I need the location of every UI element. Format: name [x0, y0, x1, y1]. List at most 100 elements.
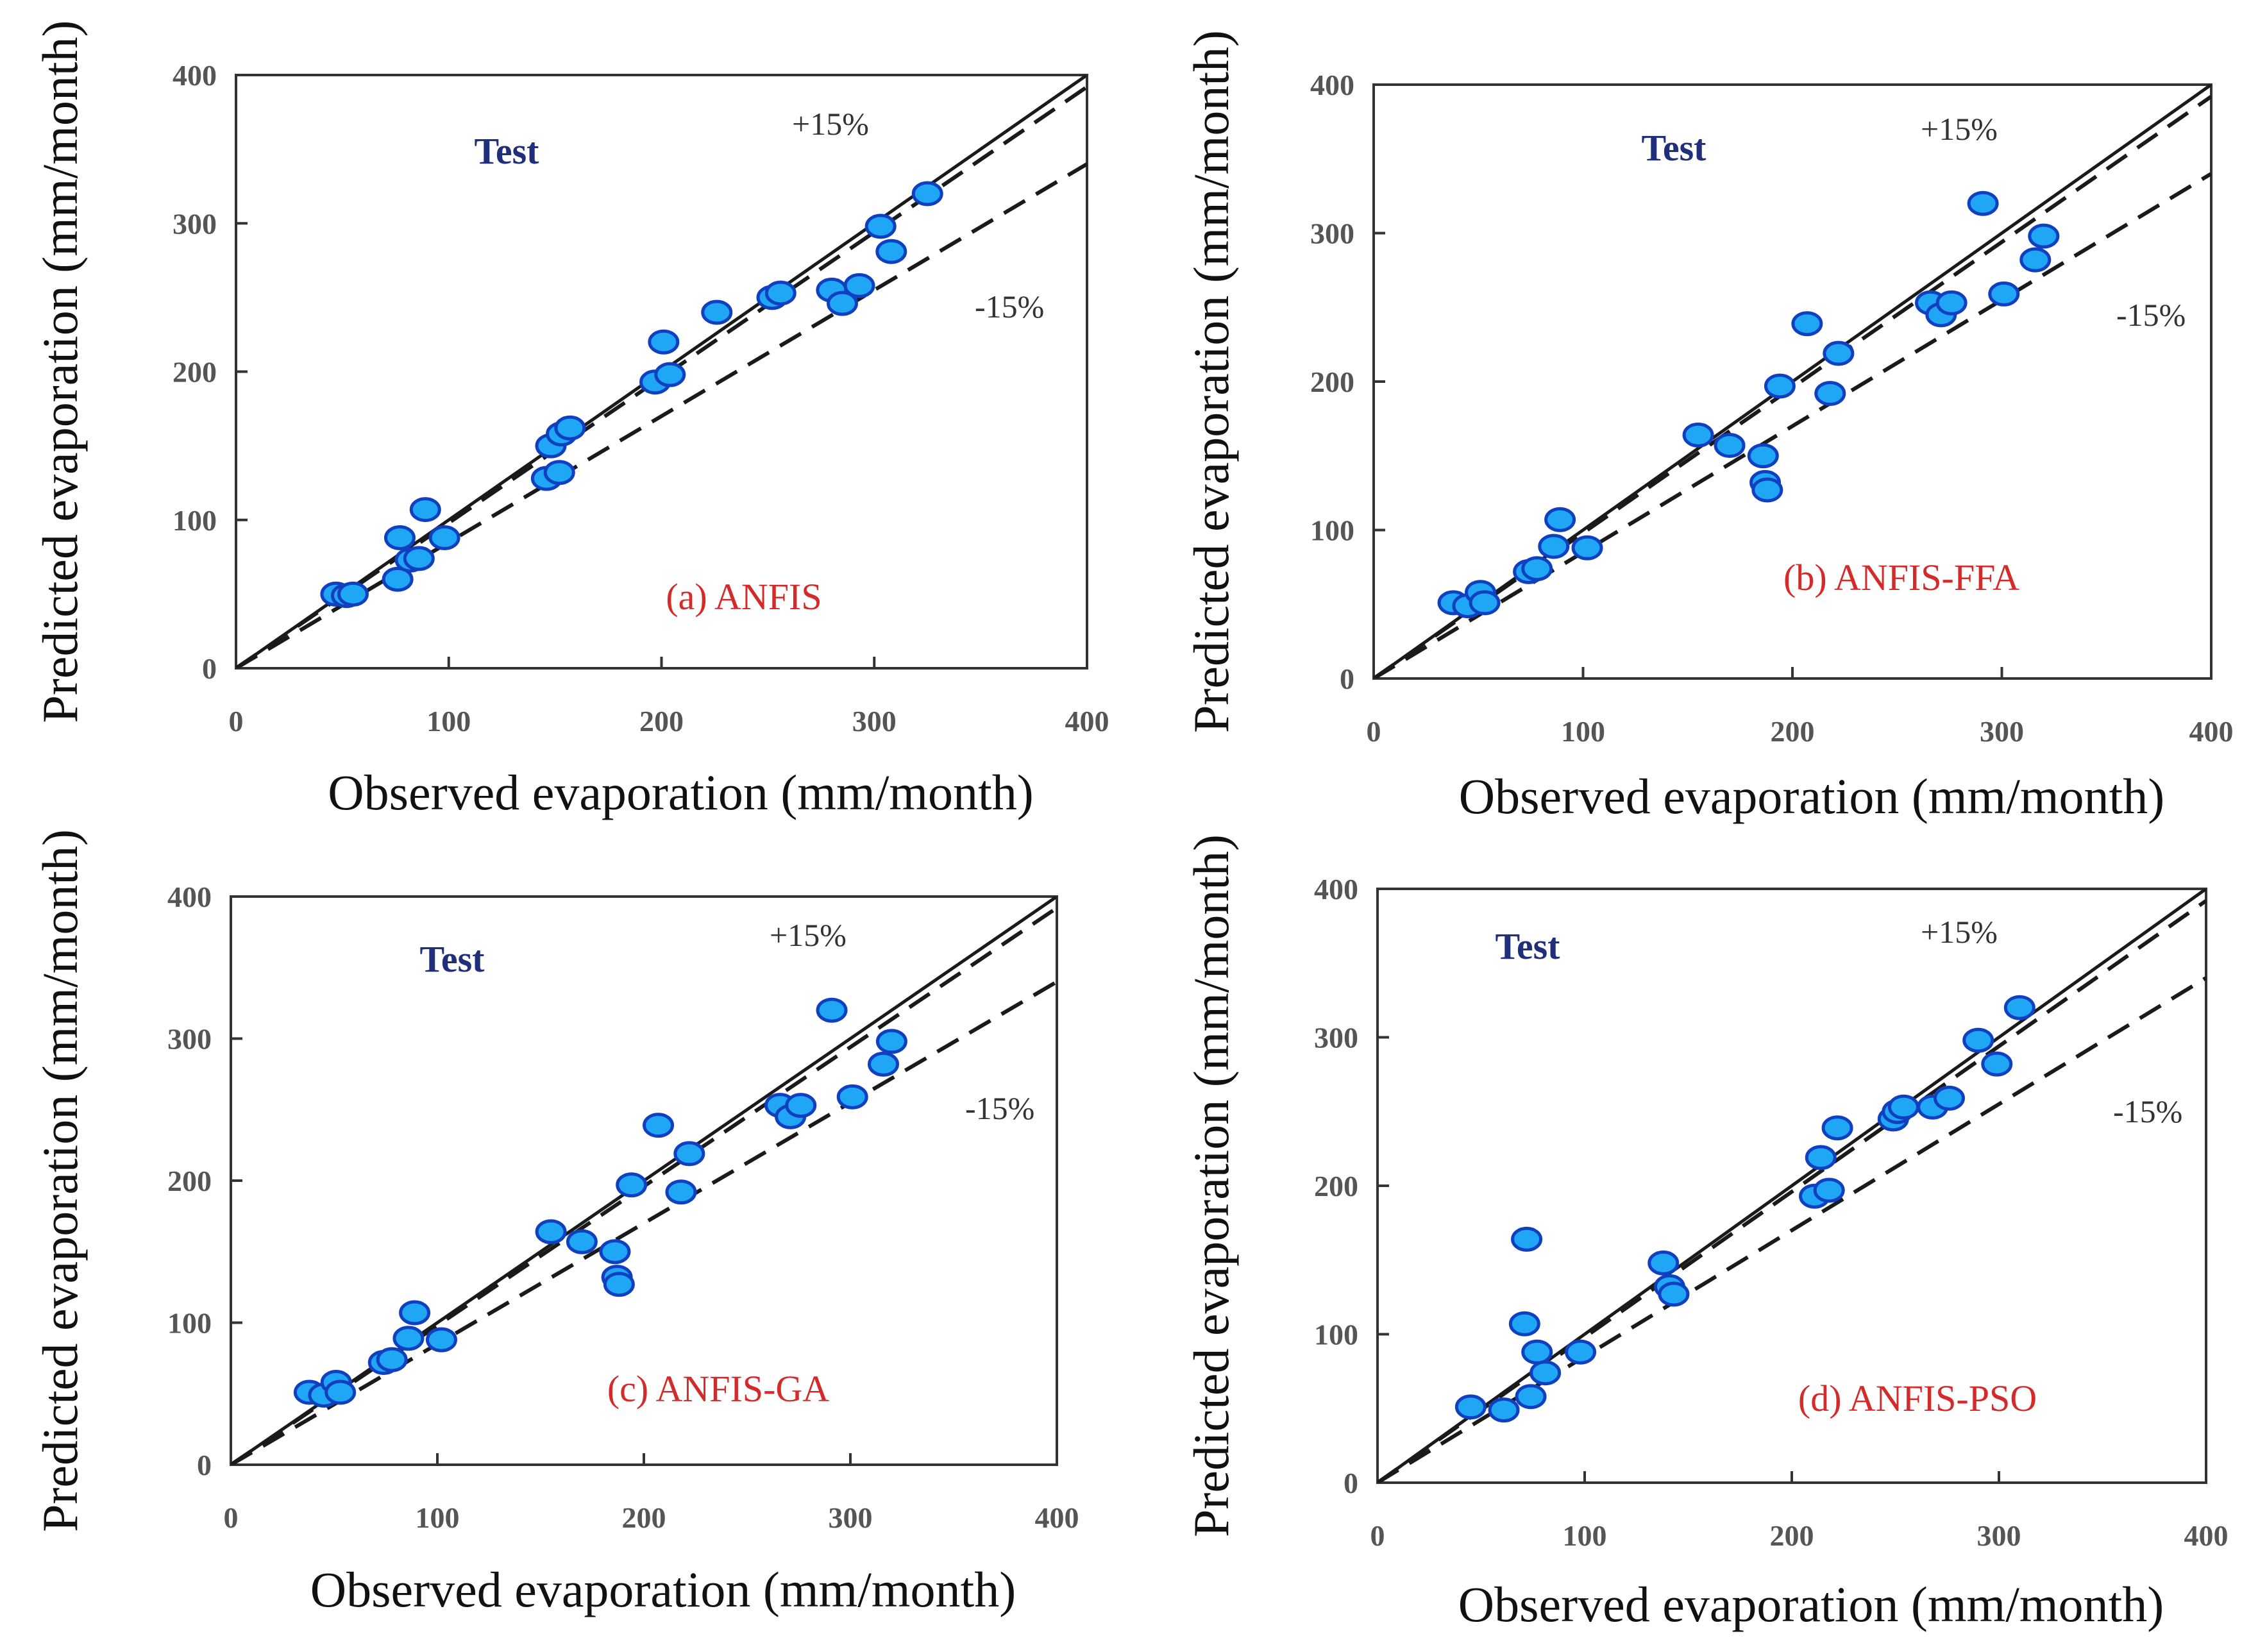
- plus-15-label: +15%: [770, 917, 847, 953]
- y-tick-label: 0: [202, 652, 217, 685]
- data-point: [1648, 1250, 1680, 1276]
- data-point: [428, 525, 460, 550]
- y-tick-label: 100: [167, 1307, 212, 1340]
- data-point: [616, 1172, 648, 1198]
- band-line: [236, 162, 1087, 668]
- data-point: [543, 460, 575, 485]
- data-point: [1454, 1394, 1487, 1420]
- data-points: [1454, 995, 2035, 1423]
- plus-15-label: +15%: [792, 106, 869, 142]
- data-point: [599, 1239, 631, 1265]
- data-point: [376, 1347, 408, 1372]
- x-tick-label: 300: [829, 1501, 873, 1534]
- data-point: [1508, 1311, 1540, 1336]
- data-point: [603, 1272, 635, 1297]
- y-tick-label: 300: [167, 1023, 212, 1056]
- x-tick-label: 0: [1370, 1519, 1385, 1552]
- data-point: [425, 1327, 457, 1353]
- data-point: [1544, 507, 1576, 532]
- model-label: (a) ANFIS: [666, 576, 822, 618]
- minus-15-label: -15%: [2116, 297, 2186, 333]
- x-tick-label: 100: [426, 705, 471, 738]
- data-point: [1658, 1281, 1690, 1307]
- x-tick-label: 0: [229, 705, 244, 738]
- x-tick-label: 0: [1367, 715, 1381, 748]
- y-tick-label: 100: [173, 504, 217, 537]
- data-point: [1682, 422, 1714, 448]
- data-point: [324, 1379, 357, 1405]
- x-tick-label: 400: [1065, 705, 1109, 738]
- y-tick-label: 200: [173, 356, 217, 389]
- data-point: [1511, 1226, 1543, 1252]
- data-point: [2028, 223, 2060, 249]
- x-tick-label: 300: [1977, 1519, 2021, 1552]
- y-tick-label: 100: [1310, 514, 1354, 547]
- x-axis-label: Observed evaporation (mm/month): [1459, 768, 2164, 824]
- x-tick-label: 200: [639, 705, 684, 738]
- panel-anfis-ffa: 0 100 200 300 400 0 100 200 300 400 +15% -15% Test (b…: [1183, 30, 2234, 824]
- y-tick-label: 0: [1340, 662, 1354, 695]
- data-point: [816, 997, 848, 1023]
- data-point: [1515, 1384, 1547, 1410]
- y-tick-label: 0: [197, 1449, 212, 1481]
- data-point: [1935, 290, 1968, 316]
- data-point: [409, 497, 441, 523]
- x-tick-label: 300: [852, 705, 897, 738]
- data-point: [1521, 556, 1553, 582]
- data-point: [383, 525, 416, 550]
- data-point: [1813, 1177, 1845, 1203]
- y-axis-label: Predicted evaporation (mm/month): [1183, 834, 1239, 1537]
- data-point: [826, 291, 858, 316]
- x-tick-label: 400: [1035, 1501, 1079, 1534]
- x-axis-label: Observed evaporation (mm/month): [1458, 1576, 2164, 1632]
- data-point: [1565, 1339, 1597, 1365]
- data-point: [1967, 190, 1999, 216]
- data-point: [1538, 534, 1570, 559]
- x-tick-label: 100: [1561, 715, 1605, 748]
- y-axis-label: Predicted evaporation (mm/month): [32, 20, 88, 723]
- data-point: [1747, 443, 1779, 469]
- data-point: [1988, 281, 2020, 307]
- data-point: [875, 1029, 907, 1054]
- data-point: [1751, 477, 1783, 503]
- x-tick-label: 400: [2184, 1519, 2229, 1552]
- data-point: [701, 299, 733, 325]
- model-label: (b) ANFIS-FFA: [1783, 557, 2019, 598]
- y-tick-label: 200: [1310, 366, 1354, 398]
- data-point: [764, 280, 796, 306]
- x-tick-label: 200: [622, 1501, 666, 1534]
- model-label: (c) ANFIS-GA: [607, 1368, 829, 1410]
- y-tick-label: 0: [1344, 1467, 1358, 1499]
- band-line: [1378, 899, 2206, 1483]
- data-point: [1887, 1094, 1919, 1120]
- band-line: [1374, 172, 2211, 678]
- data-point: [665, 1179, 697, 1205]
- y-tick-label: 400: [1314, 873, 1358, 906]
- band-line: [1374, 95, 2211, 678]
- y-tick-label: 400: [167, 881, 212, 913]
- data-point: [1764, 373, 1796, 399]
- data-point: [654, 362, 686, 387]
- band-line: [231, 980, 1057, 1465]
- model-label: (d) ANFIS-PSO: [1798, 1378, 2037, 1419]
- data-point: [875, 239, 907, 264]
- data-point: [648, 329, 680, 355]
- data-point: [843, 273, 875, 298]
- data-points: [1437, 190, 2060, 619]
- data-point: [1981, 1051, 2013, 1077]
- data-point: [673, 1141, 705, 1167]
- x-tick-label: 200: [1770, 1519, 1814, 1552]
- y-tick-label: 100: [1314, 1319, 1358, 1351]
- y-tick-label: 200: [167, 1165, 212, 1197]
- plus-15-label: +15%: [1921, 914, 1998, 950]
- test-label: Test: [420, 938, 485, 980]
- x-tick-label: 400: [2189, 715, 2234, 748]
- x-tick-label: 100: [416, 1501, 460, 1534]
- data-point: [1791, 311, 1823, 337]
- test-label: Test: [475, 130, 540, 172]
- data-point: [911, 181, 943, 206]
- data-point: [399, 1300, 431, 1326]
- y-tick-label: 200: [1314, 1170, 1358, 1202]
- data-point: [382, 566, 414, 592]
- data-point: [1469, 590, 1501, 616]
